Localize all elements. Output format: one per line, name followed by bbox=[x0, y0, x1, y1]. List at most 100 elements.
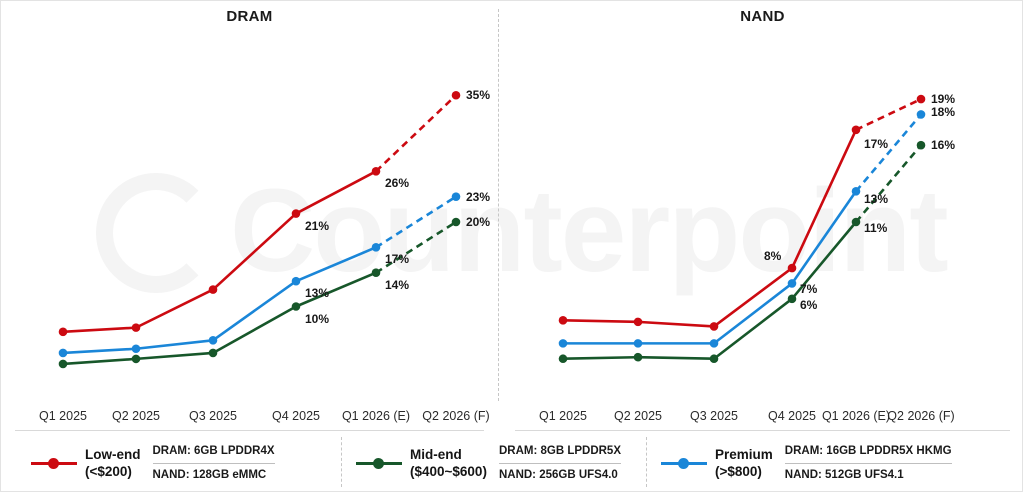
x-tick-nand-5: Q2 2026 (F) bbox=[887, 409, 955, 423]
x-tick-dram-0: Q1 2025 bbox=[39, 409, 87, 423]
series-line-dashed-nand-1 bbox=[855, 113, 922, 193]
legend-spec-premium-dram: DRAM: 16GB LPDDR5X HKMG bbox=[784, 443, 952, 464]
legend-label-mid-end-line1: Mid-end bbox=[410, 447, 462, 462]
point-value-dram-1-3: 13% bbox=[305, 286, 330, 301]
panel-title-nand: NAND bbox=[740, 8, 785, 25]
data-point-nand-1-3[interactable] bbox=[787, 279, 797, 288]
point-value-nand-0-5: 19% bbox=[931, 92, 956, 107]
series-line-solid-dram-1 bbox=[61, 246, 378, 355]
data-point-dram-0-3[interactable] bbox=[291, 209, 301, 218]
point-value-dram-0-3: 21% bbox=[305, 218, 330, 233]
x-tick-nand-1: Q2 2025 bbox=[614, 409, 662, 423]
series-line-dashed-dram-1 bbox=[375, 195, 457, 249]
point-value-dram-0-5: 35% bbox=[466, 88, 491, 103]
point-value-nand-1-3: 7% bbox=[800, 282, 818, 297]
data-point-dram-1-2[interactable] bbox=[208, 336, 218, 345]
x-tick-labels-nand: Q1 2025 Q2 2025 Q3 2025 Q4 2025 Q1 2026 (E) Q… bbox=[501, 409, 1022, 429]
point-value-dram-2-5: 20% bbox=[466, 215, 491, 229]
legend-spec-low-end: DRAM: 6GB LPDDR4X NAND: 128GB eMMC bbox=[152, 443, 275, 484]
point-value-dram-2-4: 14% bbox=[385, 277, 410, 292]
plot-svg-dram bbox=[58, 90, 461, 369]
x-axis-line-nand bbox=[515, 430, 1010, 431]
data-point-nand-2-1[interactable] bbox=[633, 352, 643, 362]
data-point-nand-0-5[interactable] bbox=[916, 94, 926, 104]
data-point-nand-1-4[interactable] bbox=[851, 186, 861, 196]
panel-dram: DRAM Q1 2025 Q2 2025 Q3 2025 Q4 2025 Q1 2026… bbox=[1, 1, 498, 431]
data-point-dram-0-5[interactable] bbox=[451, 90, 461, 100]
legend-spec-mid-end-dram: DRAM: 8GB LPDDR5X bbox=[498, 443, 621, 464]
data-point-nand-0-4[interactable] bbox=[851, 125, 861, 135]
data-point-dram-2-1[interactable] bbox=[131, 354, 141, 364]
legend-label-premium: Premium (>$800) bbox=[715, 446, 773, 480]
x-tick-dram-5: Q2 2026 (F) bbox=[422, 409, 490, 423]
point-value-dram-0-4: 26% bbox=[385, 176, 410, 191]
data-point-nand-0-0[interactable] bbox=[558, 316, 568, 325]
plot-dram bbox=[1, 31, 498, 403]
point-value-dram-1-5: 23% bbox=[466, 189, 491, 204]
legend-marker-premium-icon bbox=[661, 456, 707, 470]
data-point-nand-1-2[interactable] bbox=[709, 339, 719, 348]
data-point-nand-2-0[interactable] bbox=[558, 354, 568, 364]
series-line-dashed-nand-2 bbox=[855, 144, 922, 223]
legend-marker-low-end-icon bbox=[31, 456, 77, 470]
legend-divider-1 bbox=[341, 437, 342, 487]
point-value-nand-2-3: 6% bbox=[800, 297, 818, 312]
data-point-nand-1-0[interactable] bbox=[558, 339, 568, 348]
legend-item-mid-end[interactable]: Mid-end ($400~$600) DRAM: 8GB LPDDR5X NA… bbox=[356, 439, 621, 487]
data-point-nand-0-3[interactable] bbox=[787, 263, 797, 273]
data-point-dram-0-2[interactable] bbox=[208, 285, 218, 294]
legend-label-mid-end-line2: ($400~$600) bbox=[410, 464, 487, 479]
legend-spec-low-end-nand: NAND: 128GB eMMC bbox=[152, 468, 267, 481]
data-point-nand-0-2[interactable] bbox=[709, 322, 719, 331]
data-point-dram-1-0[interactable] bbox=[58, 348, 68, 358]
data-point-dram-2-3[interactable] bbox=[291, 302, 301, 311]
data-point-nand-0-1[interactable] bbox=[633, 317, 643, 327]
x-tick-nand-4: Q1 2026 (E) bbox=[821, 409, 891, 423]
plot-svg-nand bbox=[558, 94, 926, 364]
data-point-dram-2-0[interactable] bbox=[58, 359, 68, 369]
data-point-nand-1-1[interactable] bbox=[633, 339, 643, 348]
data-point-nand-2-2[interactable] bbox=[709, 354, 719, 364]
data-point-dram-1-3[interactable] bbox=[291, 276, 301, 286]
data-point-dram-2-2[interactable] bbox=[208, 348, 218, 358]
data-point-dram-0-0[interactable] bbox=[58, 327, 68, 337]
data-point-dram-2-4[interactable] bbox=[371, 268, 381, 277]
x-tick-dram-4: Q1 2026 (E) bbox=[341, 409, 411, 423]
legend-label-premium-line2: (>$800) bbox=[715, 464, 762, 479]
x-tick-labels-dram: Q1 2025 Q2 2025 Q3 2025 Q4 2025 Q1 2026 (E) Q… bbox=[1, 409, 498, 429]
point-value-nand-2-4: 11% bbox=[864, 221, 888, 235]
data-point-dram-1-5[interactable] bbox=[451, 192, 461, 201]
data-point-nand-2-4[interactable] bbox=[851, 217, 861, 227]
point-value-nand-0-4: 17% bbox=[864, 136, 889, 151]
legend-spec-low-end-dram: DRAM: 6GB LPDDR4X bbox=[152, 443, 275, 464]
chart-legend: Low-end (<$200) DRAM: 6GB LPDDR4X NAND: … bbox=[1, 433, 1022, 491]
legend-label-low-end-line2: (<$200) bbox=[85, 464, 132, 479]
point-value-dram-2-3: 10% bbox=[305, 311, 330, 326]
point-value-nand-0-3: 8% bbox=[764, 249, 782, 264]
data-point-dram-2-5[interactable] bbox=[451, 217, 461, 227]
data-point-nand-2-5[interactable] bbox=[916, 140, 926, 150]
legend-label-mid-end: Mid-end ($400~$600) bbox=[410, 446, 487, 480]
data-point-nand-1-5[interactable] bbox=[916, 110, 926, 119]
data-point-dram-0-1[interactable] bbox=[131, 323, 141, 332]
x-tick-nand-0: Q1 2025 bbox=[539, 409, 587, 423]
legend-item-low-end[interactable]: Low-end (<$200) DRAM: 6GB LPDDR4X NAND: … bbox=[31, 439, 275, 487]
data-point-dram-1-4[interactable] bbox=[371, 243, 381, 252]
panel-nand: NAND Q1 2025 Q2 2025 Q3 2025 Q4 2025 Q1 2026… bbox=[501, 1, 1022, 431]
legend-label-premium-line1: Premium bbox=[715, 447, 773, 462]
data-point-nand-2-3[interactable] bbox=[787, 294, 797, 304]
legend-spec-mid-end: DRAM: 8GB LPDDR5X NAND: 256GB UFS4.0 bbox=[498, 443, 621, 484]
legend-spec-premium-nand: NAND: 512GB UFS4.1 bbox=[784, 468, 904, 481]
point-value-nand-1-5: 18% bbox=[931, 105, 956, 120]
data-point-dram-1-1[interactable] bbox=[131, 344, 141, 354]
x-tick-dram-2: Q3 2025 bbox=[189, 409, 237, 423]
series-line-solid-dram-0 bbox=[61, 170, 378, 334]
legend-item-premium[interactable]: Premium (>$800) DRAM: 16GB LPDDR5X HKMG … bbox=[661, 439, 952, 487]
series-line-dashed-dram-0 bbox=[375, 94, 457, 173]
x-tick-dram-3: Q4 2025 bbox=[272, 409, 320, 423]
data-point-dram-0-4[interactable] bbox=[371, 167, 381, 176]
legend-label-low-end: Low-end (<$200) bbox=[85, 446, 141, 480]
legend-spec-premium: DRAM: 16GB LPDDR5X HKMG NAND: 512GB UFS4… bbox=[784, 443, 952, 484]
x-tick-nand-2: Q3 2025 bbox=[690, 409, 738, 423]
panel-title-dram: DRAM bbox=[226, 8, 273, 25]
